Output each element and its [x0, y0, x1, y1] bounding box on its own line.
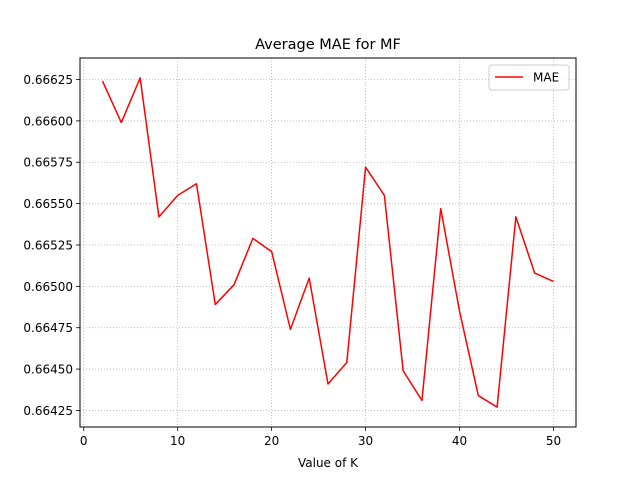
x-tick-label: 40 — [452, 434, 467, 448]
y-tick-label: 0.66575 — [23, 156, 73, 170]
legend-label-mae: MAE — [533, 71, 559, 85]
chart-title: Average MAE for MF — [255, 37, 401, 53]
y-tick-label: 0.66600 — [23, 114, 73, 128]
y-axis: 0.66425 0.66450 0.66475 0.66500 0.66525 0.665… — [23, 73, 80, 418]
legend-box — [488, 64, 570, 91]
y-tick-label: 0.66625 — [23, 73, 73, 87]
x-axis-label: Value of K — [298, 456, 359, 470]
y-tick-label: 0.66475 — [23, 321, 73, 335]
x-tick-label: 50 — [546, 434, 561, 448]
x-axis: 0 10 20 30 40 50 — [80, 427, 561, 448]
plot-frame — [79, 57, 577, 428]
y-tick-label: 0.66450 — [23, 363, 73, 377]
x-tick-label: 30 — [358, 434, 373, 448]
legend: MAE — [488, 64, 570, 91]
y-tick-label: 0.66500 — [23, 280, 73, 294]
y-tick-label: 0.66525 — [23, 238, 73, 252]
x-tick-label: 0 — [80, 434, 88, 448]
y-tick-label: 0.66550 — [23, 197, 73, 211]
plot-series — [101, 77, 554, 408]
y-tick-label: 0.66425 — [23, 404, 73, 418]
series-line-mae — [101, 77, 554, 408]
x-tick-label: 10 — [170, 434, 185, 448]
grid-lines — [80, 58, 576, 427]
x-tick-label: 20 — [264, 434, 279, 448]
